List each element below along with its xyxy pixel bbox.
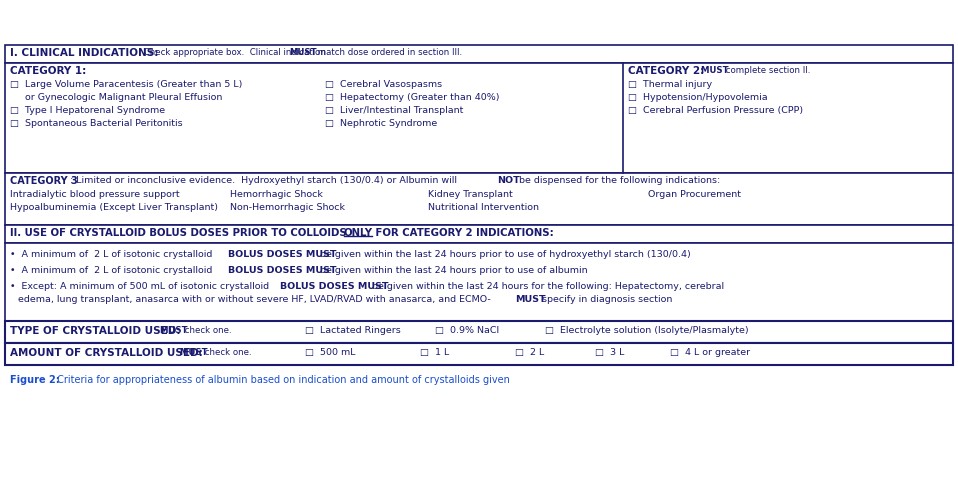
Text: complete section II.: complete section II.	[723, 66, 810, 75]
Text: Check appropriate box.  Clinical indication: Check appropriate box. Clinical indicati…	[141, 48, 329, 57]
Text: be given within the last 24 hours prior to use of albumin: be given within the last 24 hours prior …	[317, 266, 587, 275]
Text: □  Liver/Intestinal Transplant: □ Liver/Intestinal Transplant	[325, 106, 464, 115]
Text: or Gynecologic Malignant Pleural Effusion: or Gynecologic Malignant Pleural Effusio…	[10, 93, 222, 102]
Text: specify in diagnosis section: specify in diagnosis section	[539, 295, 673, 304]
Text: Hypoalbuminemia (Except Liver Transplant): Hypoalbuminemia (Except Liver Transplant…	[10, 203, 218, 212]
Text: □  Hypotension/Hypovolemia: □ Hypotension/Hypovolemia	[628, 93, 767, 102]
Bar	[5, 321, 953, 343]
Bar	[5, 63, 953, 173]
Text: II. USE OF CRYSTALLOID BOLUS DOSES PRIOR TO COLLOIDS: II. USE OF CRYSTALLOID BOLUS DOSES PRIOR…	[10, 228, 351, 238]
Bar	[5, 343, 953, 365]
Bar	[5, 225, 953, 243]
Text: MUST: MUST	[515, 295, 546, 304]
Text: MUST: MUST	[177, 348, 208, 357]
Text: □  Spontaneous Bacterial Peritonitis: □ Spontaneous Bacterial Peritonitis	[10, 119, 183, 128]
Text: □  2 L: □ 2 L	[515, 348, 544, 357]
Text: ONLY: ONLY	[344, 228, 373, 238]
Text: •  A minimum of  2 L of isotonic crystalloid: • A minimum of 2 L of isotonic crystallo…	[10, 250, 216, 259]
Text: □  Nephrotic Syndrome: □ Nephrotic Syndrome	[325, 119, 437, 128]
Text: BOLUS DOSES MUST: BOLUS DOSES MUST	[280, 282, 389, 291]
Text: □  Large Volume Paracentesis (Greater than 5 L): □ Large Volume Paracentesis (Greater tha…	[10, 80, 242, 89]
Text: MUST: MUST	[698, 66, 729, 75]
Bar	[5, 45, 953, 63]
Bar	[5, 173, 953, 225]
Text: BOLUS DOSES MUST: BOLUS DOSES MUST	[228, 266, 336, 275]
Text: □  0.9% NaCl: □ 0.9% NaCl	[435, 326, 499, 335]
Text: Kidney Transplant: Kidney Transplant	[428, 190, 513, 199]
Bar	[5, 243, 953, 321]
Text: check one.: check one.	[182, 326, 232, 335]
Text: □  Thermal injury: □ Thermal injury	[628, 80, 712, 89]
Text: Figure 2:: Figure 2:	[10, 375, 59, 385]
Text: TYPE OF CRYSTALLOID USED:: TYPE OF CRYSTALLOID USED:	[10, 326, 180, 336]
Text: MUST: MUST	[157, 326, 188, 335]
Text: match dose ordered in section III.: match dose ordered in section III.	[315, 48, 462, 57]
Text: NOT: NOT	[497, 176, 520, 185]
Text: •  A minimum of  2 L of isotonic crystalloid: • A minimum of 2 L of isotonic crystallo…	[10, 266, 216, 275]
Text: Nutritional Intervention: Nutritional Intervention	[428, 203, 539, 212]
Text: □  500 mL: □ 500 mL	[305, 348, 355, 357]
Text: □  Type I Hepatorenal Syndrome: □ Type I Hepatorenal Syndrome	[10, 106, 165, 115]
Text: AMOUNT OF CRYSTALLOID USED:: AMOUNT OF CRYSTALLOID USED:	[10, 348, 203, 358]
Text: be given within the last 24 hours for the following: Hepatectomy, cerebral: be given within the last 24 hours for th…	[369, 282, 724, 291]
Text: be given within the last 24 hours prior to use of hydroxyethyl starch (130/0.4): be given within the last 24 hours prior …	[317, 250, 691, 259]
Text: check one.: check one.	[202, 348, 252, 357]
Text: MUST: MUST	[289, 48, 317, 57]
Text: I. CLINICAL INDICATIONS:: I. CLINICAL INDICATIONS:	[10, 48, 158, 58]
Text: edema, lung transplant, anasarca with or without severe HF, LVAD/RVAD with anasa: edema, lung transplant, anasarca with or…	[18, 295, 493, 304]
Text: □  Lactated Ringers: □ Lactated Ringers	[305, 326, 400, 335]
Text: □  Hepatectomy (Greater than 40%): □ Hepatectomy (Greater than 40%)	[325, 93, 499, 102]
Text: Criteria for appropriateness of albumin based on indication and amount of crysta: Criteria for appropriateness of albumin …	[54, 375, 510, 385]
Text: □  3 L: □ 3 L	[595, 348, 625, 357]
Text: Hemorrhagic Shock: Hemorrhagic Shock	[230, 190, 323, 199]
Text: □  1 L: □ 1 L	[420, 348, 449, 357]
Text: Organ Procurement: Organ Procurement	[648, 190, 741, 199]
Text: : Limited or inconclusive evidence.  Hydroxyethyl starch (130/0.4) or Albumin wi: : Limited or inconclusive evidence. Hydr…	[70, 176, 460, 185]
Text: Intradialytic blood pressure support: Intradialytic blood pressure support	[10, 190, 179, 199]
Text: •  Except: A minimum of 500 mL of isotonic crystalloid: • Except: A minimum of 500 mL of isotoni…	[10, 282, 272, 291]
Text: □  4 L or greater: □ 4 L or greater	[670, 348, 750, 357]
Text: CATEGORY 2:: CATEGORY 2:	[628, 66, 704, 76]
Text: □  Cerebral Vasospasms: □ Cerebral Vasospasms	[325, 80, 443, 89]
Text: FOR CATEGORY 2 INDICATIONS:: FOR CATEGORY 2 INDICATIONS:	[372, 228, 554, 238]
Text: □  Cerebral Perfusion Pressure (CPP): □ Cerebral Perfusion Pressure (CPP)	[628, 106, 803, 115]
Text: BOLUS DOSES MUST: BOLUS DOSES MUST	[228, 250, 336, 259]
Text: be dispensed for the following indications:: be dispensed for the following indicatio…	[516, 176, 720, 185]
Text: CATEGORY 3: CATEGORY 3	[10, 176, 78, 186]
Text: CATEGORY 1:: CATEGORY 1:	[10, 66, 86, 76]
Text: Non-Hemorrhagic Shock: Non-Hemorrhagic Shock	[230, 203, 345, 212]
Text: □  Electrolyte solution (Isolyte/Plasmalyte): □ Electrolyte solution (Isolyte/Plasmaly…	[545, 326, 748, 335]
